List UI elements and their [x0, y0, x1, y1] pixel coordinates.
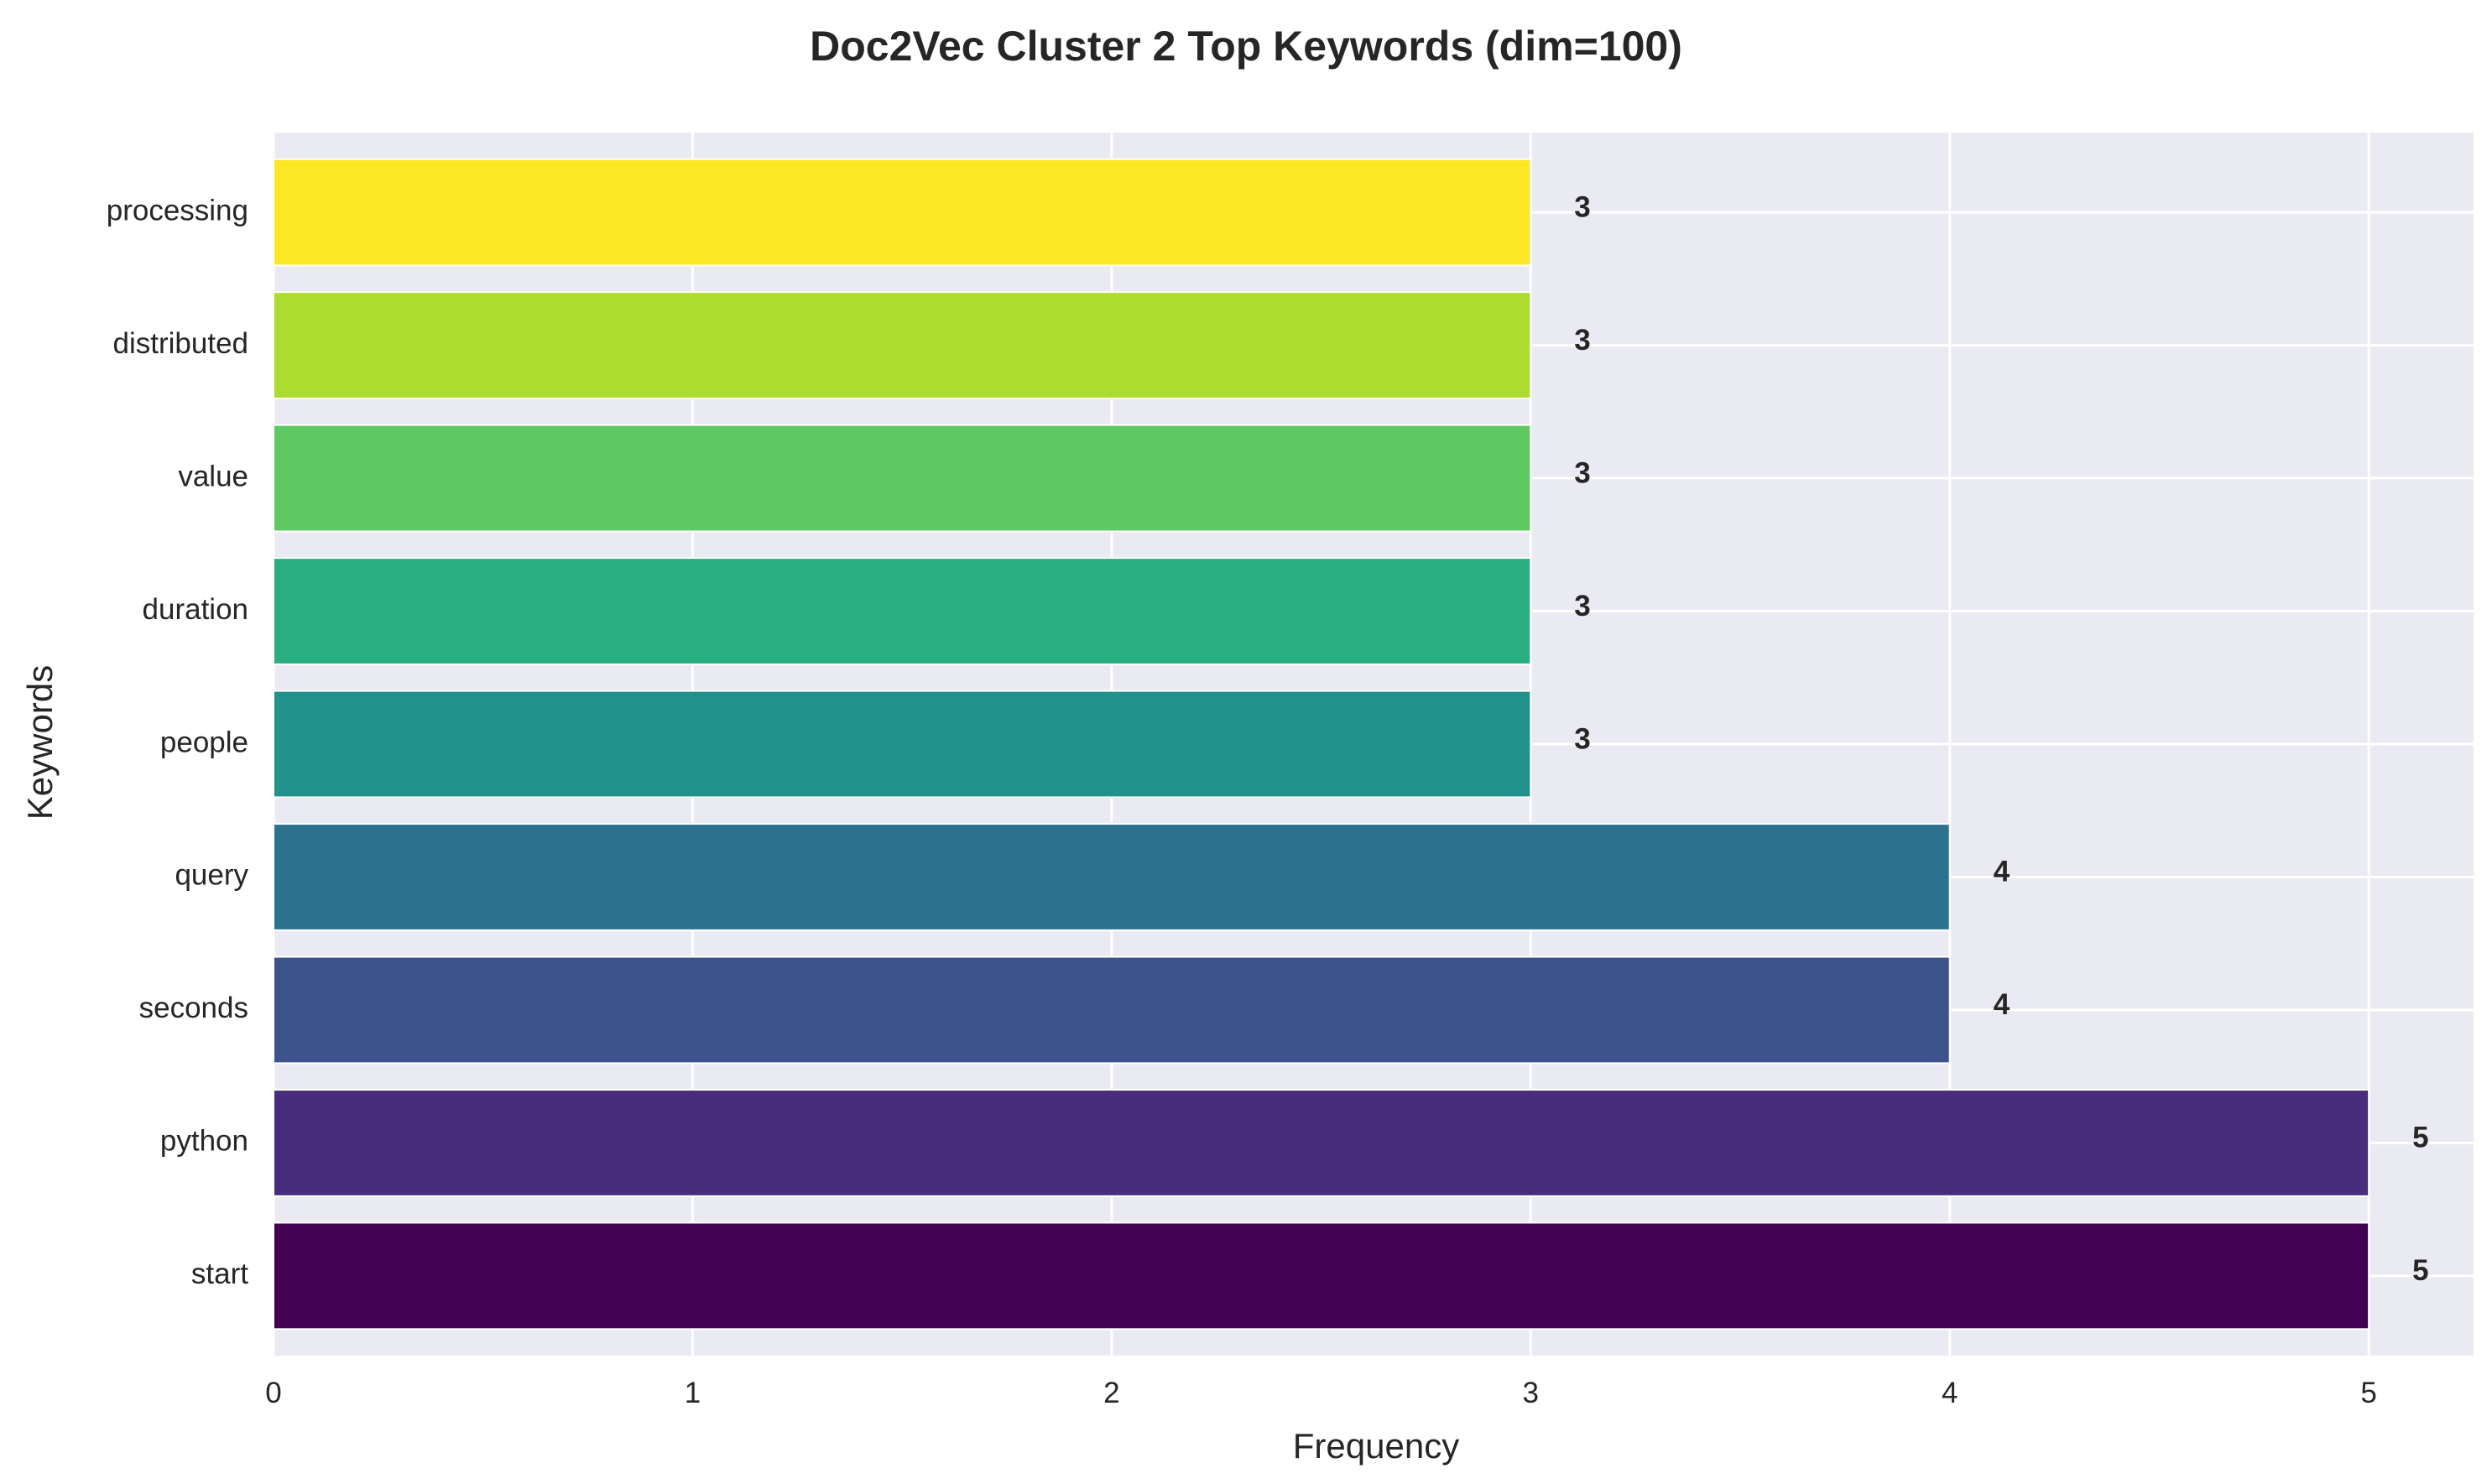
data-label-processing: 3 [1574, 190, 1590, 223]
data-label-people: 3 [1574, 722, 1590, 755]
data-label-distributed: 3 [1574, 324, 1590, 357]
x-tick-label-4: 4 [1942, 1377, 1958, 1409]
y-tick-label-duration: duration [143, 593, 248, 626]
y-tick-label-processing: processing [107, 194, 248, 227]
data-label-duration: 3 [1574, 590, 1590, 622]
x-tick-label-5: 5 [2360, 1377, 2376, 1409]
data-label-query: 4 [1994, 856, 2010, 888]
y-tick-labels: start python seconds query people duration val… [107, 194, 249, 1290]
x-tick-label-1: 1 [685, 1377, 701, 1409]
x-tick-labels: 0 1 2 3 4 5 [265, 1377, 2377, 1409]
x-tick-label-0: 0 [265, 1377, 281, 1409]
y-tick-label-start: start [191, 1257, 248, 1290]
data-label-value: 3 [1574, 456, 1590, 489]
y-tick-label-seconds: seconds [139, 992, 248, 1024]
x-axis-label: Frequency [1293, 1426, 1459, 1466]
bar-people [273, 690, 1532, 799]
bar-duration [273, 557, 1532, 665]
y-tick-label-distributed: distributed [113, 327, 248, 360]
y-tick-label-python: python [160, 1125, 248, 1158]
bar-value [273, 424, 1532, 533]
y-axis-label: Keywords [20, 665, 60, 820]
y-tick-label-value: value [178, 460, 248, 492]
bars [273, 158, 2370, 1330]
data-label-start: 5 [2412, 1254, 2428, 1287]
bar-start [273, 1221, 2370, 1330]
bar-processing [273, 158, 1532, 267]
data-label-seconds: 4 [1994, 988, 2010, 1021]
data-labels: 5 5 4 4 3 3 3 3 3 [1574, 190, 2428, 1287]
y-tick-label-people: people [160, 726, 248, 758]
x-tick-label-3: 3 [1523, 1377, 1539, 1409]
bar-query [273, 823, 1951, 931]
chart-title: Doc2Vec Cluster 2 Top Keywords (dim=100) [810, 23, 1682, 70]
bar-python [273, 1089, 2370, 1197]
bar-distributed [273, 291, 1532, 399]
x-tick-label-2: 2 [1103, 1377, 1119, 1409]
data-label-python: 5 [2412, 1122, 2428, 1154]
bar-seconds [273, 955, 1951, 1065]
y-tick-label-query: query [175, 859, 248, 892]
